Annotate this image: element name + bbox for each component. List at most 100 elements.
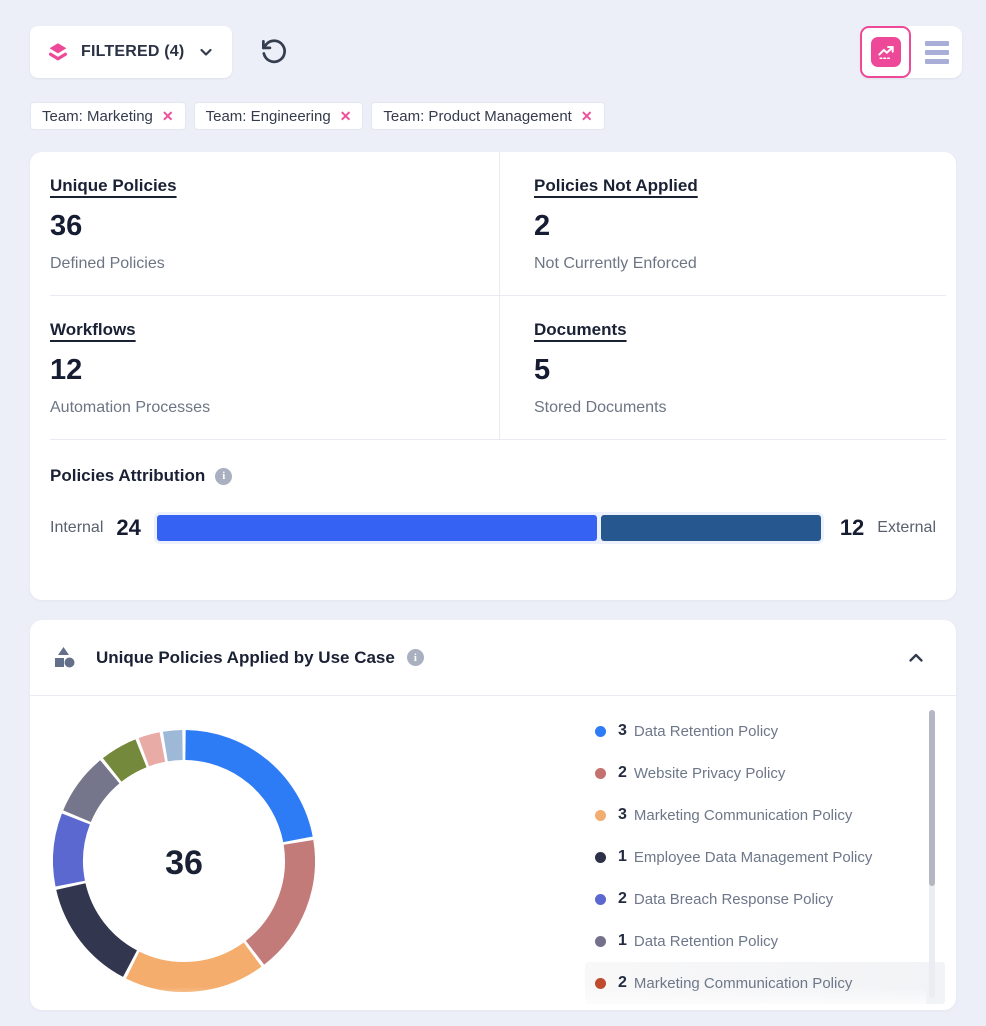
legend-item[interactable]: 1 Data Retention Policy <box>585 920 945 962</box>
stat-value: 2 <box>534 210 551 242</box>
filter-chip-label: Team: Product Management <box>383 107 572 125</box>
legend-item[interactable]: 1 Employee Data Management Policy <box>585 836 945 878</box>
stats-card: Unique Policies 36 Defined Policies Poli… <box>30 152 956 600</box>
divider <box>50 295 946 296</box>
donut-chart: 36 <box>53 730 315 992</box>
donut-center-total: 36 <box>165 844 203 882</box>
stat-subtitle: Automation Processes <box>50 399 211 416</box>
donut-segment[interactable] <box>53 813 91 887</box>
legend-label: Employee Data Management Policy <box>633 848 873 866</box>
stat-policies-not-applied: Policies Not Applied 2 Not Currently Enf… <box>500 152 956 295</box>
donut-segment[interactable] <box>138 732 166 767</box>
info-icon[interactable]: i <box>406 649 424 666</box>
stat-subtitle: Stored Documents <box>534 399 667 416</box>
stat-title-link[interactable]: Unique Policies <box>50 176 177 195</box>
legend-value: 3 <box>618 806 627 823</box>
list-view-button[interactable] <box>911 26 962 78</box>
legend-dot <box>595 767 606 779</box>
legend-item[interactable]: 2 Website Privacy Policy <box>585 752 945 794</box>
internal-label: Internal <box>50 519 104 536</box>
stat-value: 36 <box>50 210 83 242</box>
donut-segment[interactable] <box>162 730 183 762</box>
external-label: External <box>877 519 936 536</box>
donut-segment[interactable] <box>102 739 148 782</box>
stat-subtitle: Defined Policies <box>50 255 165 272</box>
stat-subtitle: Not Currently Enforced <box>534 255 697 272</box>
legend-value: 1 <box>618 848 627 865</box>
filter-chip: Team: Marketing ✕ <box>30 102 186 130</box>
donut-segment[interactable] <box>56 882 138 977</box>
stat-value: 12 <box>50 354 83 386</box>
remove-filter-icon[interactable]: ✕ <box>161 108 174 124</box>
legend-dot <box>595 935 606 947</box>
policies-attribution-section: Policies Attribution i Internal 24 12 Ex… <box>30 440 956 544</box>
donut-segment[interactable] <box>63 760 120 823</box>
trending-up-icon <box>870 37 901 67</box>
legend-label: Website Privacy Policy <box>633 764 786 782</box>
external-value: 12 <box>839 515 865 540</box>
legend-value: 3 <box>618 722 627 739</box>
legend-dot <box>595 725 606 737</box>
use-case-card: Unique Policies Applied by Use Case i 36… <box>30 620 956 1010</box>
stat-documents: Documents 5 Stored Documents <box>500 296 956 439</box>
remove-filter-icon[interactable]: ✕ <box>339 108 352 124</box>
collapse-button[interactable] <box>902 644 930 672</box>
donut-segment[interactable] <box>245 839 315 965</box>
view-toggle-group <box>860 26 962 78</box>
donut-segment[interactable] <box>126 942 262 992</box>
donut-segment[interactable] <box>184 730 313 843</box>
filter-button[interactable]: FILTERED (4) <box>30 26 233 78</box>
shapes-icon <box>50 644 77 671</box>
filter-chip: Team: Product Management ✕ <box>371 102 605 130</box>
legend-item[interactable]: 2 Marketing Communication Policy <box>585 962 945 1004</box>
legend-label: Data Retention Policy <box>633 932 779 950</box>
use-case-card-title: Unique Policies Applied by Use Case <box>96 647 395 667</box>
internal-value: 24 <box>116 515 141 540</box>
legend-dot <box>595 851 606 863</box>
donut-legend: 3 Data Retention Policy 2 Website Privac… <box>585 710 945 1004</box>
attribution-bar <box>153 512 824 544</box>
legend-dot <box>595 893 606 905</box>
attribution-bar-internal-segment <box>156 515 597 541</box>
legend-dot <box>595 809 606 821</box>
legend-item[interactable]: 3 Data Retention Policy <box>585 710 945 752</box>
chevron-up-icon <box>906 648 926 668</box>
attribution-bar-external-segment <box>600 515 821 541</box>
stat-title-link[interactable]: Workflows <box>50 320 136 339</box>
legend-value: 2 <box>618 974 627 991</box>
info-icon[interactable]: i <box>215 467 233 485</box>
filter-chip-label: Team: Marketing <box>42 107 153 125</box>
stat-value: 5 <box>534 354 551 386</box>
legend-value: 2 <box>618 890 627 907</box>
legend-item[interactable]: 2 Data Breach Response Policy <box>585 878 945 920</box>
rotate-ccw-icon <box>259 37 289 67</box>
stat-title-link[interactable]: Policies Not Applied <box>534 176 698 195</box>
filter-button-label: FILTERED (4) <box>81 43 185 60</box>
chart-view-button[interactable] <box>860 26 911 78</box>
list-icon <box>924 40 949 64</box>
stat-title-link[interactable]: Documents <box>534 320 627 339</box>
remove-filter-icon[interactable]: ✕ <box>580 108 593 124</box>
filter-chip: Team: Engineering ✕ <box>193 102 364 130</box>
legend-value: 1 <box>618 932 627 949</box>
legend-label: Data Retention Policy <box>633 722 779 740</box>
legend-label: Marketing Communication Policy <box>633 974 853 992</box>
layers-icon <box>46 40 70 64</box>
use-case-chart-body: 36 3 Data Retention Policy 2 Website Pri… <box>30 696 956 1009</box>
policies-attribution-title: Policies Attribution <box>50 466 206 485</box>
toolbar: FILTERED (4) <box>30 26 962 78</box>
legend-label: Marketing Communication Policy <box>633 806 853 824</box>
legend-scrollbar-thumb[interactable] <box>929 710 935 886</box>
legend-value: 2 <box>618 764 627 781</box>
stat-unique-policies: Unique Policies 36 Defined Policies <box>30 152 500 295</box>
legend-label: Data Breach Response Policy <box>633 890 834 908</box>
filter-chip-label: Team: Engineering <box>205 107 331 125</box>
filter-chips-row: Team: Marketing ✕ Team: Engineering ✕ Te… <box>30 102 605 130</box>
chevron-down-icon <box>198 44 214 60</box>
legend-item[interactable]: 3 Marketing Communication Policy <box>585 794 945 836</box>
legend-dot <box>595 977 606 989</box>
refresh-button[interactable] <box>256 34 292 70</box>
divider <box>50 439 946 440</box>
use-case-card-header: Unique Policies Applied by Use Case i <box>30 620 956 696</box>
stat-workflows: Workflows 12 Automation Processes <box>30 296 500 439</box>
